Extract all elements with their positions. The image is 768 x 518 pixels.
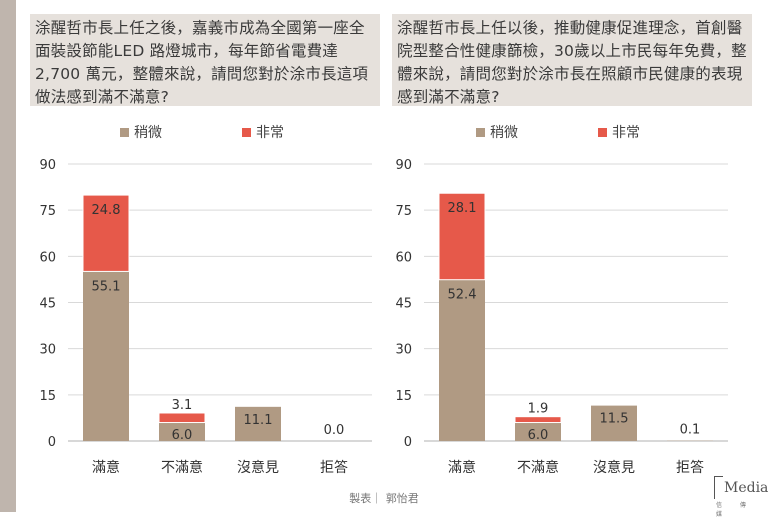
legend-swatch-slight <box>476 128 485 137</box>
y-tick-label: 0 <box>404 435 412 450</box>
category-label: 不滿意 <box>161 459 203 476</box>
data-label-slight: 0.1 <box>680 423 701 438</box>
data-label-slight: 11.1 <box>244 413 273 428</box>
data-label-slight: 6.0 <box>528 428 549 443</box>
y-tick-label: 0 <box>48 435 56 450</box>
logo-bracket <box>714 476 723 499</box>
data-label-slight: 11.5 <box>600 412 629 427</box>
category-label: 不滿意 <box>517 459 559 476</box>
legend-label-slight: 稍微 <box>490 125 518 141</box>
y-tick-label: 30 <box>395 343 412 358</box>
data-label-very: 24.8 <box>92 203 121 218</box>
bar-very <box>159 413 205 423</box>
data-label-very: 28.1 <box>448 201 477 216</box>
credit-line: 製表｜ 郭怡君 <box>0 490 768 506</box>
legend-label-very: 非常 <box>612 125 640 141</box>
credit-text: 製表｜ 郭怡君 <box>349 492 419 505</box>
data-label-slight: 55.1 <box>92 279 121 294</box>
legend-swatch-very <box>242 128 251 137</box>
data-label-slight: 6.0 <box>172 428 193 443</box>
y-tick-label: 60 <box>395 250 412 265</box>
category-label: 拒答 <box>320 459 348 476</box>
y-tick-label: 75 <box>39 204 56 219</box>
category-label: 滿意 <box>448 459 476 476</box>
category-label: 拒答 <box>676 459 704 476</box>
media-logo: Media 信 傳 媒 <box>712 472 764 510</box>
logo-text: Media <box>724 480 768 496</box>
y-tick-label: 45 <box>395 297 412 312</box>
data-label-very: 1.9 <box>528 402 549 417</box>
y-tick-label: 75 <box>395 204 412 219</box>
bar-very <box>515 417 561 423</box>
y-tick-label: 30 <box>39 343 56 358</box>
y-tick-label: 45 <box>39 297 56 312</box>
category-label: 沒意見 <box>237 459 279 476</box>
y-tick-label: 90 <box>395 158 412 173</box>
bar-slight <box>439 280 485 441</box>
logo-subtext: 信 傳 媒 <box>716 500 764 518</box>
data-label-very: 3.1 <box>172 398 193 413</box>
y-tick-label: 15 <box>39 389 56 404</box>
legend-swatch-slight <box>120 128 129 137</box>
data-label-slight: 52.4 <box>448 288 477 303</box>
data-label-slight: 0.0 <box>324 423 345 438</box>
y-tick-label: 90 <box>39 158 56 173</box>
legend-label-slight: 稍微 <box>134 125 162 141</box>
y-tick-label: 15 <box>395 389 412 404</box>
bar-slight <box>83 271 129 441</box>
category-label: 滿意 <box>92 459 120 476</box>
legend-swatch-very <box>598 128 607 137</box>
y-tick-label: 60 <box>39 250 56 265</box>
legend-label-very: 非常 <box>256 125 284 141</box>
category-label: 沒意見 <box>593 459 635 476</box>
